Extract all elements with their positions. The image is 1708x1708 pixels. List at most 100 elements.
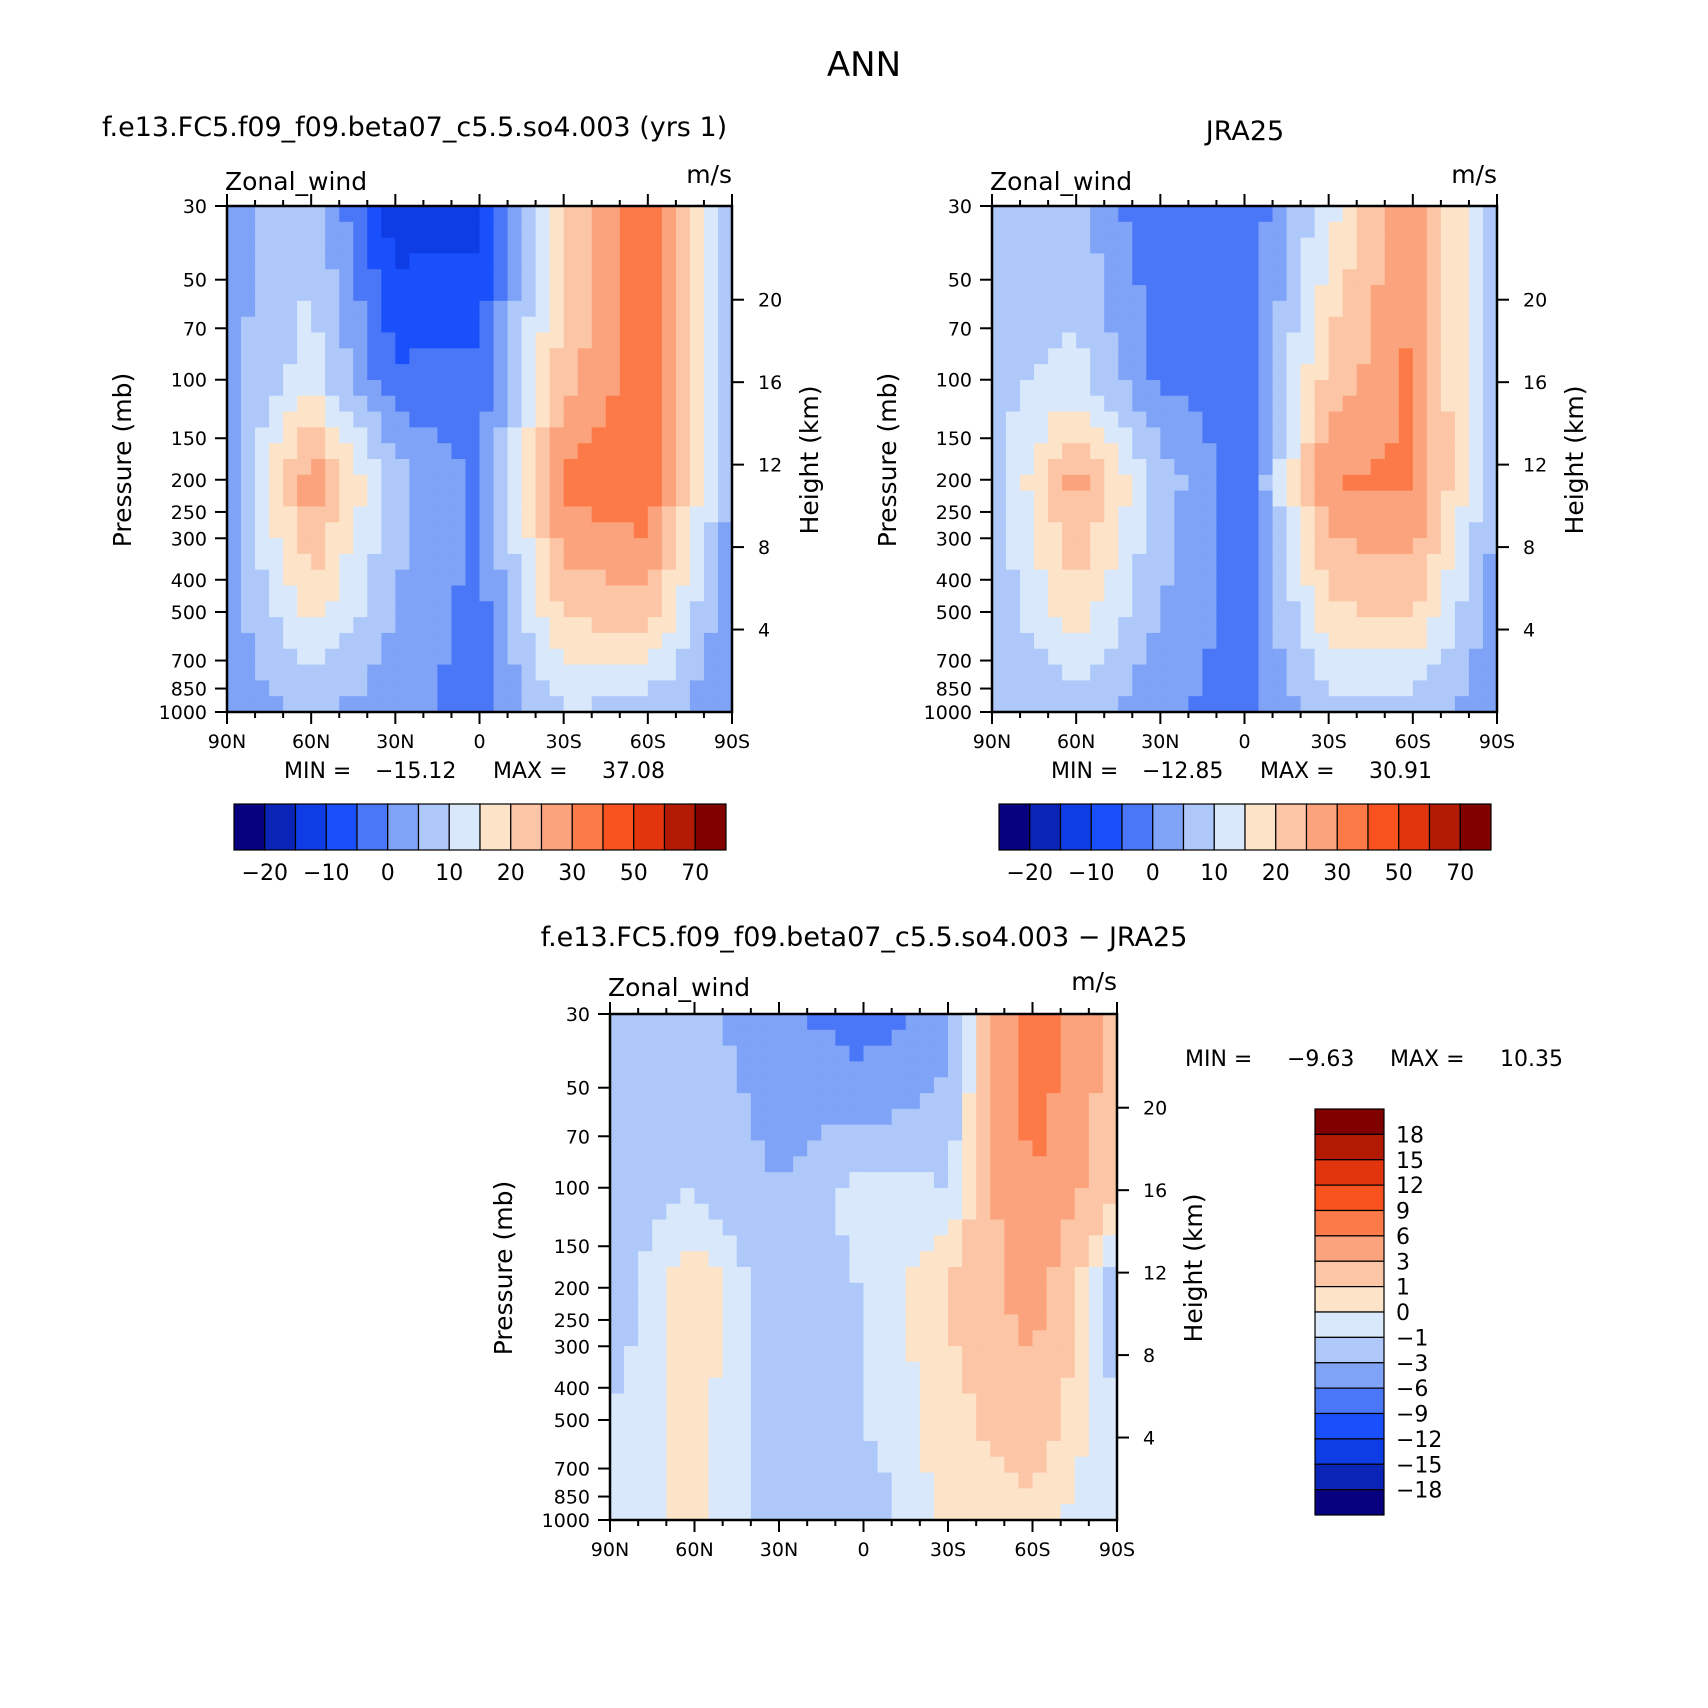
contour-cell	[591, 332, 607, 349]
panel-model-title: f.e13.FC5.f09_f09.beta07_c5.5.so4.003 (y…	[102, 112, 727, 143]
contour-cell	[1146, 490, 1161, 508]
contour-cell	[1216, 237, 1232, 255]
contour-cell	[1258, 538, 1274, 555]
contour-cell	[1174, 538, 1189, 555]
contour-cell	[992, 474, 1007, 492]
contour-cell	[736, 1156, 752, 1173]
contour-cell	[605, 332, 621, 349]
contour-cell	[1482, 332, 1498, 349]
contour-cell	[633, 269, 649, 286]
contour-cell	[1076, 680, 1091, 697]
contour-cell	[367, 237, 382, 255]
panel-model-max-label: MAX =	[493, 759, 568, 784]
contour-cell	[638, 1361, 653, 1379]
contour-cell	[1174, 553, 1189, 571]
contour-cell	[821, 1472, 836, 1489]
contour-cell	[325, 553, 340, 571]
contour-cell	[1062, 269, 1077, 286]
contour-cell	[1300, 411, 1316, 428]
contour-cell	[465, 569, 481, 587]
contour-cell	[339, 522, 354, 539]
contour-cell	[821, 1014, 836, 1031]
contour-cell	[661, 237, 677, 255]
contour-cell	[1032, 1425, 1048, 1442]
contour-cell	[1384, 379, 1400, 397]
contour-cell	[1102, 1124, 1118, 1142]
contour-cell	[1258, 569, 1274, 587]
contour-cell	[1440, 474, 1456, 492]
contour-cell	[1018, 1330, 1034, 1347]
contour-cell	[694, 1425, 710, 1442]
contour-cell	[1004, 1361, 1020, 1379]
contour-cell	[1314, 648, 1330, 666]
contour-cell	[1174, 585, 1189, 602]
contour-cell	[1328, 269, 1344, 286]
contour-cell	[1272, 316, 1288, 334]
contour-cell	[1342, 601, 1358, 618]
contour-cell	[1006, 459, 1021, 476]
contour-cell	[339, 206, 354, 223]
contour-cell	[905, 1440, 921, 1458]
contour-cell	[1032, 1172, 1048, 1189]
contour-cell	[1032, 1124, 1048, 1142]
contour-cell	[694, 1361, 710, 1379]
contour-cell	[610, 1093, 625, 1110]
contour-cell	[1132, 632, 1147, 650]
contour-cell	[1004, 1156, 1020, 1173]
contour-cell	[1018, 1298, 1034, 1316]
contour-cell	[409, 300, 424, 318]
contour-cell	[976, 1029, 991, 1047]
contour-cell	[367, 474, 382, 492]
contour-cell	[849, 1251, 865, 1268]
contour-cell	[1272, 553, 1288, 571]
contour-cell	[1090, 632, 1105, 650]
contour-cell	[1188, 506, 1204, 523]
contour-cell	[591, 474, 607, 492]
contour-cell	[1188, 490, 1204, 508]
contour-cell	[423, 585, 439, 602]
contour-cell	[1202, 206, 1218, 223]
contour-cell	[535, 300, 551, 318]
contour-cell	[437, 206, 453, 223]
contour-cell	[877, 1235, 893, 1252]
contour-cell	[976, 1409, 991, 1426]
contour-cell	[1060, 1393, 1076, 1410]
contour-cell	[722, 1219, 738, 1236]
contour-cell	[255, 379, 270, 397]
contour-cell	[1132, 379, 1147, 397]
contour-cell	[1118, 285, 1133, 302]
contour-cell	[1004, 1108, 1020, 1126]
y-tick-label: 400	[554, 1378, 590, 1400]
contour-cell	[1426, 364, 1442, 381]
contour-cell	[507, 237, 523, 255]
contour-cell	[689, 506, 705, 523]
contour-cell	[675, 459, 691, 476]
contour-cell	[793, 1472, 808, 1489]
contour-cell	[610, 1203, 625, 1221]
contour-cell	[933, 1361, 949, 1379]
contour-cell	[1468, 379, 1484, 397]
contour-cell	[1032, 1156, 1048, 1173]
y-right-tick-label: 4	[1143, 1428, 1155, 1450]
contour-cell	[807, 1172, 822, 1189]
contour-cell	[549, 332, 565, 349]
contour-cell	[1076, 364, 1091, 381]
contour-cell	[919, 1045, 935, 1063]
contour-cell	[661, 253, 677, 270]
contour-cell	[764, 1504, 780, 1521]
contour-cell	[1412, 364, 1428, 381]
contour-cell	[1202, 569, 1218, 587]
contour-cell	[353, 490, 368, 508]
contour-cell	[283, 522, 298, 539]
contour-cell	[863, 1409, 879, 1426]
contour-cell	[863, 1251, 879, 1268]
contour-cell	[619, 221, 635, 239]
contour-cell	[1314, 617, 1330, 634]
contour-cell	[255, 316, 270, 334]
contour-cell	[1300, 553, 1316, 571]
contour-cell	[1090, 553, 1105, 571]
x-tick-label: 60N	[1057, 731, 1095, 753]
contour-cell	[1102, 1440, 1118, 1458]
contour-cell	[689, 522, 705, 539]
contour-cell	[750, 1488, 766, 1505]
